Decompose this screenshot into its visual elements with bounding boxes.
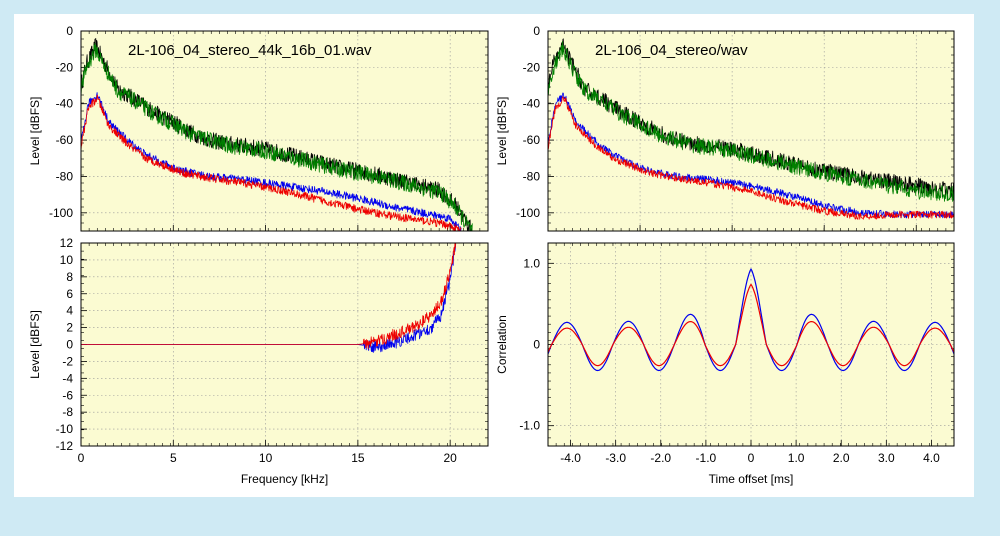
chart-top-right: 0 -20 -40 -60 -80 -100 Level [dBFS] 2L-106_04_s… — [495, 24, 955, 232]
series-line-red — [548, 283, 954, 367]
plot-area — [548, 31, 954, 231]
y-tick-label: -20 — [523, 60, 541, 74]
x-tick-label: 3.0 — [878, 451, 895, 465]
y-axis-label: Level [dBFS] — [28, 310, 42, 379]
y-tick-label: 12 — [60, 236, 74, 250]
chart-bottom-right: 1.0 0 -1.0 -4.0 -3.0 -2.0 -1.0 0 1.0 2.0 3.0 4.0 Cor… — [495, 242, 955, 486]
x-tick-label: -4.0 — [560, 451, 581, 465]
chart-title: 2L-106_04_stereo_44k_16b_01.wav — [128, 42, 372, 59]
series-group — [548, 38, 954, 220]
y-tick-label: 0 — [533, 24, 540, 38]
x-tick-label: 20 — [443, 451, 457, 465]
plot-frame — [80, 30, 489, 232]
y-tick-label: -8 — [62, 405, 73, 419]
y-tick-label: 10 — [60, 253, 74, 267]
y-tick-label: 1.0 — [523, 256, 540, 270]
x-tick-label: 0 — [748, 451, 755, 465]
chart-title: 2L-106_04_stereo/wav — [595, 42, 748, 59]
y-tick-label: -60 — [56, 133, 74, 147]
y-tick-label: 8 — [66, 270, 73, 284]
series-line-green — [81, 42, 473, 231]
y-tick-label: 0 — [533, 338, 540, 352]
x-tick-label: -1.0 — [696, 451, 717, 465]
series-line-blue — [548, 268, 954, 372]
series-line-green — [548, 41, 954, 202]
y-axis-label: Level [dBFS] — [28, 97, 42, 166]
y-tick-label: -80 — [523, 169, 541, 183]
y-tick-label: -100 — [516, 206, 540, 220]
series-group — [548, 268, 954, 372]
x-tick-label: 10 — [259, 451, 273, 465]
y-tick-label: -1.0 — [519, 419, 540, 433]
y-tick-label: 2 — [66, 321, 73, 335]
y-tick-label: 0 — [66, 24, 73, 38]
y-tick-label: -20 — [56, 60, 74, 74]
y-axis-label: Level [dBFS] — [495, 97, 509, 166]
y-tick-label: -80 — [56, 169, 74, 183]
y-tick-label: -40 — [523, 97, 541, 111]
chart-top-left: 0 -20 -40 -60 -80 -100 Level [dBFS] 2L-106_04_s… — [28, 24, 489, 232]
series-line-red — [81, 94, 462, 231]
x-tick-label: 5 — [170, 451, 177, 465]
y-tick-label: 0 — [66, 338, 73, 352]
y-tick-label: -10 — [56, 422, 74, 436]
x-tick-label: 0 — [78, 451, 85, 465]
y-tick-label: -4 — [62, 371, 73, 385]
series-line-blue — [548, 92, 954, 219]
y-tick-label: -100 — [49, 206, 73, 220]
y-tick-label: 6 — [66, 287, 73, 301]
plot-area — [81, 31, 488, 231]
series-group — [81, 38, 473, 231]
y-tick-label: -60 — [523, 133, 541, 147]
x-tick-label: 2.0 — [833, 451, 850, 465]
series-group — [81, 243, 457, 353]
y-axis-label: Correlation — [495, 315, 509, 374]
x-axis-label: Time offset [ms] — [709, 472, 794, 486]
y-tick-label: -6 — [62, 388, 73, 402]
series-line-red — [81, 243, 457, 350]
plot-frame — [547, 30, 955, 232]
plot-frame — [80, 242, 489, 447]
plot-frame — [547, 242, 955, 447]
x-tick-label: 1.0 — [788, 451, 805, 465]
x-tick-label: -2.0 — [650, 451, 671, 465]
x-axis-label: Frequency [kHz] — [241, 472, 328, 486]
x-tick-label: 15 — [351, 451, 365, 465]
x-tick-label: 4.0 — [923, 451, 940, 465]
y-tick-label: -12 — [56, 439, 74, 453]
y-tick-label: -40 — [56, 97, 74, 111]
y-tick-label: -2 — [62, 354, 73, 368]
y-tick-label: 4 — [66, 304, 73, 318]
series-line-red — [548, 96, 954, 220]
x-tick-label: -3.0 — [605, 451, 626, 465]
